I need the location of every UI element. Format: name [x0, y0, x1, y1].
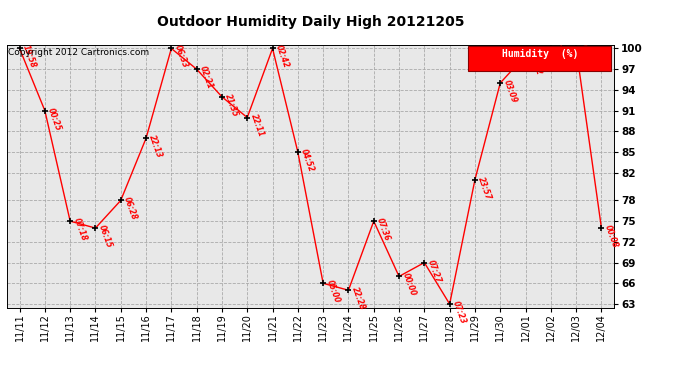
Text: Humidity  (%): Humidity (%) — [502, 49, 578, 59]
Text: 22:28: 22:28 — [350, 286, 366, 311]
Text: 22:29: 22:29 — [552, 44, 569, 70]
Text: 07:18: 07:18 — [72, 217, 88, 242]
Text: Copyright 2012 Cartronics.com: Copyright 2012 Cartronics.com — [8, 48, 148, 57]
Text: 08:32: 08:32 — [527, 51, 544, 76]
Text: Outdoor Humidity Daily High 20121205: Outdoor Humidity Daily High 20121205 — [157, 15, 464, 29]
Text: 06:28: 06:28 — [122, 196, 139, 222]
Text: 00:25: 00:25 — [46, 106, 63, 132]
FancyBboxPatch shape — [469, 46, 611, 71]
Text: 07:23: 07:23 — [451, 300, 468, 325]
Text: 04:52: 04:52 — [299, 148, 316, 173]
Text: 22:11: 22:11 — [248, 113, 265, 139]
Text: 19:58: 19:58 — [21, 44, 37, 70]
Text: 02:42: 02:42 — [274, 44, 290, 70]
Text: 07:27: 07:27 — [426, 258, 442, 284]
Text: 22:13: 22:13 — [148, 134, 164, 159]
Text: 23:57: 23:57 — [476, 175, 493, 201]
Text: 06:33: 06:33 — [172, 44, 189, 70]
Text: 02:21: 02:21 — [198, 65, 215, 90]
Text: 07:36: 07:36 — [375, 217, 392, 242]
Text: 03:09: 03:09 — [502, 78, 518, 104]
Text: 06:15: 06:15 — [97, 224, 113, 249]
Text: 21:35: 21:35 — [224, 92, 240, 118]
Text: 00:08: 00:08 — [603, 224, 620, 249]
Text: 05:00: 05:00 — [324, 279, 341, 304]
Text: 00:00: 00:00 — [400, 272, 417, 298]
Text: 00:08: 00:08 — [578, 44, 594, 70]
